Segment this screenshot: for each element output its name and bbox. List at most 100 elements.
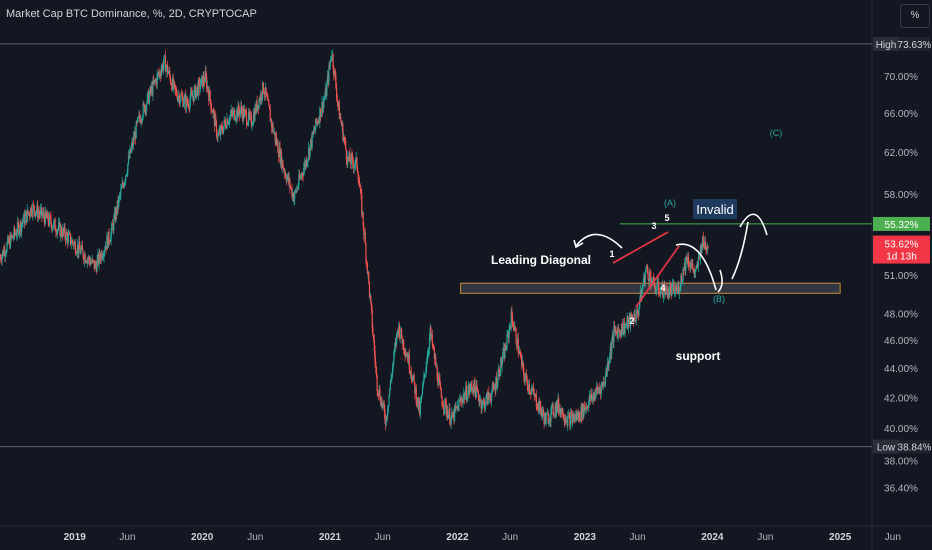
candle-body — [292, 193, 294, 197]
candle-body — [706, 248, 708, 251]
candle-body — [220, 125, 222, 127]
candle-body — [137, 117, 139, 118]
candle-body — [116, 208, 118, 214]
candle-body — [303, 162, 306, 169]
candle-body — [324, 97, 326, 100]
curve-arrow-1-head — [573, 239, 584, 249]
candle-body — [364, 233, 366, 244]
candle-body — [526, 378, 528, 387]
candle-body — [595, 393, 597, 399]
candle-body — [562, 408, 564, 418]
candle-body — [703, 243, 705, 248]
candle-body — [273, 132, 275, 134]
candle-body — [34, 211, 36, 216]
candle-body — [301, 173, 303, 176]
candle-body — [270, 119, 272, 122]
candle-body — [354, 159, 357, 166]
candle-body — [465, 386, 468, 401]
candle-body — [451, 412, 453, 418]
candle-body — [370, 295, 372, 303]
candle-body — [664, 292, 667, 295]
candle-body — [646, 265, 648, 267]
candle-body — [127, 155, 130, 164]
candle-body — [600, 388, 602, 394]
candle-body — [618, 329, 621, 333]
candle-body — [7, 237, 9, 244]
candle-body — [484, 404, 486, 410]
candle-body — [299, 176, 301, 179]
candle-body — [265, 87, 267, 95]
candle-body — [663, 285, 665, 296]
candle-body — [478, 397, 480, 403]
candle-body — [421, 386, 424, 395]
candle-body — [83, 254, 86, 261]
candle-body — [589, 395, 591, 401]
candle-body — [597, 388, 599, 391]
candle-body — [558, 408, 560, 412]
candle-body — [662, 282, 664, 298]
candle-body — [477, 391, 479, 398]
candle-body — [368, 281, 371, 297]
candle-body — [43, 212, 45, 218]
candle-body — [610, 346, 612, 354]
candle-body — [243, 108, 245, 118]
candle-body — [577, 412, 579, 418]
candle-body — [131, 142, 133, 148]
candle-body — [529, 391, 531, 393]
candle-body — [447, 414, 449, 419]
candle-body — [472, 388, 474, 391]
candle-body — [356, 167, 359, 173]
candle-body — [99, 258, 102, 261]
candle-body — [439, 379, 441, 386]
candle-body — [665, 285, 667, 295]
candle-body — [697, 256, 699, 268]
candle-body — [274, 132, 276, 141]
candle-body — [289, 178, 291, 188]
candle-body — [150, 86, 153, 92]
candle-body — [601, 383, 603, 385]
y-tick-label: 70.00% — [884, 72, 918, 83]
candle-body — [427, 352, 429, 356]
candle-body — [457, 405, 459, 411]
candle-body — [685, 256, 687, 271]
candle-body — [110, 232, 112, 241]
candle-body — [112, 224, 114, 231]
candle-body — [260, 93, 262, 100]
candle-body — [322, 101, 324, 111]
candle-body — [41, 207, 43, 217]
candle-body — [28, 212, 30, 216]
candle-body — [171, 77, 174, 91]
candle-body — [382, 404, 384, 407]
candle-body — [687, 257, 689, 264]
y-tick-label: 58.00% — [884, 190, 918, 201]
candle-body — [592, 394, 594, 397]
candle-body — [681, 280, 683, 282]
candle-body — [257, 104, 259, 109]
percent-scale-button[interactable]: % — [900, 4, 930, 28]
candle-body — [514, 327, 517, 329]
candle-body — [657, 281, 659, 284]
candle-body — [611, 341, 613, 354]
candle-body — [569, 415, 571, 428]
y-tick-label: 42.00% — [884, 393, 918, 404]
x-tick-label: 2019 — [64, 532, 87, 543]
candle-body — [555, 405, 557, 414]
candle-body — [18, 224, 20, 235]
candle-body — [167, 72, 169, 74]
candle-body — [552, 404, 554, 415]
candle-body — [109, 240, 111, 243]
candle-body — [102, 257, 104, 259]
candle-body — [612, 334, 614, 342]
candle-body — [557, 398, 559, 409]
candle-body — [571, 414, 573, 423]
candle-body — [546, 413, 549, 415]
candle-body — [479, 399, 482, 401]
candle-body — [42, 212, 44, 215]
candle-body — [383, 402, 385, 410]
candle-body — [206, 77, 208, 90]
candle-body — [604, 375, 607, 385]
candle-body — [412, 377, 414, 382]
candle-body — [334, 70, 336, 77]
candle-body — [371, 310, 373, 329]
